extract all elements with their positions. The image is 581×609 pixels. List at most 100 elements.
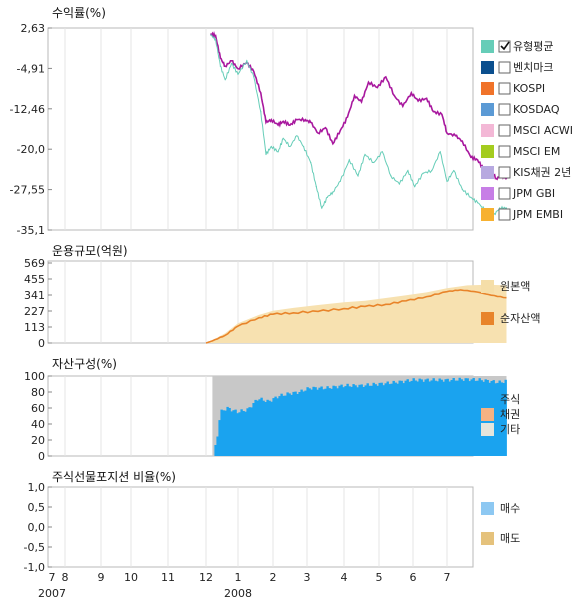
- x-tick-label: 6: [410, 571, 417, 584]
- bar-stock: [252, 403, 255, 456]
- bar-stock: [284, 395, 287, 456]
- bar-stock: [300, 389, 303, 456]
- legend-checkbox[interactable]: [498, 103, 511, 116]
- data-point: [477, 159, 479, 161]
- bar-stock: [470, 379, 473, 456]
- bar-stock: [444, 379, 447, 456]
- data-point: [348, 159, 350, 161]
- legend-swatch: [481, 61, 494, 74]
- data-point: [303, 145, 305, 148]
- plot-area: [47, 486, 474, 568]
- data-point: [317, 132, 319, 134]
- x-tick-label: 12: [199, 571, 213, 584]
- bar-stock: [432, 378, 435, 456]
- legend-swatch: [481, 187, 494, 200]
- bar-stock: [456, 380, 459, 456]
- bar-stock: [442, 381, 445, 456]
- bar-stock: [350, 386, 353, 456]
- futures-position-chart: 1,0 0,5 0,0 -0,5 -1,0: [24, 481, 474, 574]
- legend-checkbox[interactable]: [498, 61, 511, 74]
- data-point: [215, 35, 217, 37]
- bar-stock: [304, 390, 307, 456]
- bar-stock: [326, 386, 329, 456]
- y-tick-label: 341: [24, 289, 45, 302]
- bar-stock: [226, 406, 229, 456]
- bar-stock: [214, 445, 217, 456]
- bar-stock: [424, 379, 427, 456]
- legend-label: 유형평균: [513, 40, 553, 53]
- data-point: [253, 76, 255, 78]
- bar-stock: [462, 380, 465, 456]
- y-tick-label: 227: [24, 305, 45, 318]
- data-point: [219, 65, 221, 67]
- legend-checkbox[interactable]: [498, 166, 511, 179]
- data-point: [410, 92, 412, 94]
- legend-swatch: [481, 408, 494, 421]
- data-point: [402, 105, 404, 107]
- data-point: [376, 87, 378, 89]
- legend-checkbox[interactable]: [498, 124, 511, 137]
- bar-stock: [352, 384, 355, 456]
- bar-stock: [224, 410, 227, 456]
- bar-stock: [452, 378, 455, 456]
- bar-stock: [258, 399, 261, 456]
- bar-stock: [472, 378, 475, 456]
- y-tick-label: 0: [38, 450, 45, 463]
- data-point: [499, 207, 501, 209]
- bar-stock: [288, 393, 291, 456]
- data-point: [390, 175, 392, 177]
- data-point: [339, 129, 341, 131]
- x-tick-label: 10: [124, 571, 138, 584]
- bar-stock: [246, 408, 249, 456]
- data-point: [282, 137, 284, 139]
- bar-stock: [324, 388, 327, 456]
- bar-stock: [426, 378, 429, 456]
- x-tick-label: 7: [49, 571, 56, 584]
- data-point: [277, 124, 279, 126]
- bar-stock: [312, 386, 315, 456]
- data-point: [373, 161, 375, 164]
- x-tick-label: 2: [270, 571, 277, 584]
- bar-stock: [292, 391, 295, 456]
- bar-stock: [504, 379, 507, 456]
- legend-label: 기타: [500, 423, 520, 436]
- bar-stock: [386, 381, 389, 456]
- bar-stock: [496, 382, 499, 456]
- data-point: [422, 172, 424, 174]
- bar-stock: [278, 396, 281, 456]
- year-label-2007: 2007: [38, 587, 66, 600]
- data-point: [441, 113, 443, 115]
- data-point: [231, 60, 233, 62]
- x-tick-label: 8: [62, 571, 69, 584]
- legend-checkbox[interactable]: [498, 82, 511, 95]
- legend-checkbox[interactable]: [498, 187, 511, 200]
- y-tick-label: -12,46: [10, 103, 45, 116]
- bar-stock: [394, 382, 397, 456]
- bar-stock: [260, 397, 263, 456]
- bar-stock: [286, 392, 289, 456]
- bar-stock: [316, 389, 319, 456]
- bar-stock: [318, 387, 321, 456]
- data-point: [289, 145, 291, 148]
- legend-checkbox[interactable]: [498, 145, 511, 158]
- legend-checkbox[interactable]: [498, 40, 511, 53]
- x-tick-label: 3: [304, 571, 311, 584]
- data-point: [265, 121, 267, 123]
- bar-stock: [430, 380, 433, 456]
- legend-label: 매수: [500, 502, 520, 515]
- data-point: [210, 33, 212, 35]
- bar-stock: [266, 399, 269, 456]
- bar-stock: [450, 380, 453, 456]
- futures-position-chart-title: 주식선물포지션 비율(%): [52, 470, 176, 484]
- x-tick-label: 11: [161, 571, 175, 584]
- data-point: [215, 38, 217, 41]
- bar-stock: [398, 380, 401, 456]
- bar-stock: [346, 383, 349, 456]
- legend-label: 순자산액: [500, 312, 540, 325]
- legend-checkbox[interactable]: [498, 208, 511, 221]
- series-line-1: [210, 30, 507, 181]
- return-chart: 2,63 -4,91 -12,46 -20,0 -27,55 -35,1: [10, 22, 508, 237]
- legend-swatch: [481, 103, 494, 116]
- legend-swatch: [481, 312, 494, 325]
